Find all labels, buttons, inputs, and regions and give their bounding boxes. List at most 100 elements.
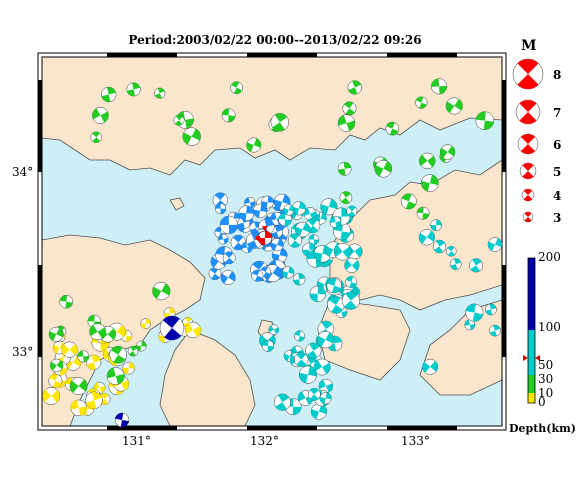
focal-mechanism-127 [374, 160, 393, 178]
focal-mechanism-79 [278, 212, 292, 227]
focal-mechanism-207 [489, 324, 501, 337]
focal-mechanism-134 [400, 193, 417, 210]
focal-mechanism-120 [319, 392, 332, 405]
focal-mechanism-101 [310, 403, 328, 420]
focal-mechanism-194 [48, 326, 64, 342]
focal-mechanism-97 [287, 233, 303, 248]
focal-mechanism-135 [421, 174, 439, 192]
focal-mechanism-200 [464, 319, 476, 331]
focal-mechanism-197 [484, 303, 497, 316]
focal-mechanism-55 [292, 273, 306, 286]
focal-mechanism-204 [430, 219, 443, 232]
focal-mechanism-130 [337, 161, 352, 176]
depth-tick-100: 100 [538, 320, 561, 334]
focal-mechanism-139 [445, 97, 463, 115]
focal-mechanism-85 [326, 278, 342, 294]
depth-tick-10: 10 [538, 386, 554, 400]
focal-mechanism-91 [333, 243, 352, 261]
depth-marker-right [535, 355, 540, 361]
focal-mechanism-172 [48, 373, 63, 388]
focal-mechanism-147 [126, 82, 141, 97]
focal-mechanism-98 [283, 204, 295, 216]
magnitude-legend-ball-7 [515, 99, 541, 125]
magnitude-legend-ball-8 [512, 58, 544, 90]
focal-mechanism-158 [42, 387, 61, 405]
focal-mechanism-153 [182, 127, 201, 146]
focal-mechanism-187 [135, 340, 147, 352]
focal-mechanism-145 [270, 113, 289, 132]
focal-mechanism-41 [219, 215, 239, 235]
lon-label-131: 131° [122, 434, 151, 448]
focal-mechanism-140 [416, 206, 430, 220]
magnitude-legend-ball-5 [519, 162, 537, 180]
focal-mechanism-186 [127, 345, 139, 357]
focal-mechanism-201 [418, 229, 436, 246]
lon-label-132: 132° [250, 434, 279, 448]
focal-mechanism-92 [327, 296, 345, 314]
focal-mechanism-84 [344, 257, 360, 273]
focal-mechanism-deep-large [159, 315, 185, 341]
focal-mechanism-47 [261, 195, 275, 209]
mag-label-7: 7 [553, 106, 562, 120]
focal-mechanism-95 [341, 291, 360, 310]
depth-tick-50: 50 [538, 358, 554, 372]
focal-mechanism-195 [59, 294, 74, 309]
focal-mechanism-48 [222, 251, 236, 265]
focal-mechanism-104 [294, 330, 306, 342]
magnitude-legend [512, 58, 544, 223]
focal-mechanism-156 [230, 81, 243, 95]
focal-mechanism-188 [152, 282, 171, 301]
focal-mechanism-160 [122, 361, 136, 375]
magnitude-legend-ball-6 [517, 133, 539, 155]
focal-mechanism-213 [140, 318, 151, 329]
depth-band-intermediate [528, 330, 535, 375]
focal-mechanism-148 [92, 107, 109, 124]
focal-mechanism-87 [294, 221, 311, 238]
focal-mechanism-124 [298, 365, 317, 384]
focal-mechanism-93 [329, 216, 342, 228]
focal-mechanism-203 [432, 239, 447, 254]
focal-mechanism-142 [431, 78, 448, 95]
focal-mechanism-190 [49, 358, 64, 373]
depth-marker-left [523, 355, 528, 361]
magnitude-legend-ball-3 [522, 211, 534, 223]
focal-mechanism-196 [77, 350, 90, 363]
focal-mechanism-149 [101, 86, 117, 103]
focal-mechanism-118 [261, 339, 275, 352]
focal-mechanism-137 [337, 114, 356, 132]
focal-mechanism-81 [345, 276, 358, 288]
focal-mechanism-53 [215, 203, 227, 215]
mag-label-5: 5 [553, 165, 562, 179]
focal-mechanism-54 [251, 269, 264, 282]
focal-mechanism-129 [347, 80, 362, 95]
focal-mechanism-70 [303, 207, 317, 221]
focal-mechanism-0 [208, 267, 222, 281]
lat-label-33: 33° [12, 345, 34, 359]
focal-mechanism-133 [418, 152, 436, 170]
focal-mechanism-180 [86, 354, 102, 370]
focal-mechanism-111 [273, 393, 291, 411]
focal-mechanism-106 [268, 324, 280, 335]
focal-mechanism-193 [89, 323, 107, 341]
focal-mechanism-123 [307, 388, 321, 401]
focal-mechanism-189 [106, 367, 125, 385]
focal-mechanism-deep-small [114, 412, 130, 428]
depth-band-deep [528, 258, 535, 330]
focal-mechanism-150 [154, 87, 166, 99]
depth-tick-30: 30 [538, 372, 554, 386]
focal-mechanism-128 [385, 121, 400, 136]
focal-mechanism-6 [271, 247, 288, 263]
focal-mechanism-43 [252, 203, 268, 219]
focal-mechanism-211 [184, 321, 202, 339]
focal-mechanism-206 [422, 358, 439, 375]
focal-mechanism-199 [445, 246, 457, 257]
mag-label-6: 6 [553, 138, 562, 152]
lat-label-34: 34° [12, 165, 34, 179]
magnitude-legend-heading: M [521, 38, 537, 54]
depth-band-surface [528, 393, 535, 403]
depth-scale-title: Depth(km) [509, 422, 576, 435]
focal-mechanism-126 [415, 96, 428, 109]
focal-mechanism-181 [85, 391, 103, 409]
magnitude-legend-ball-4 [521, 188, 535, 202]
